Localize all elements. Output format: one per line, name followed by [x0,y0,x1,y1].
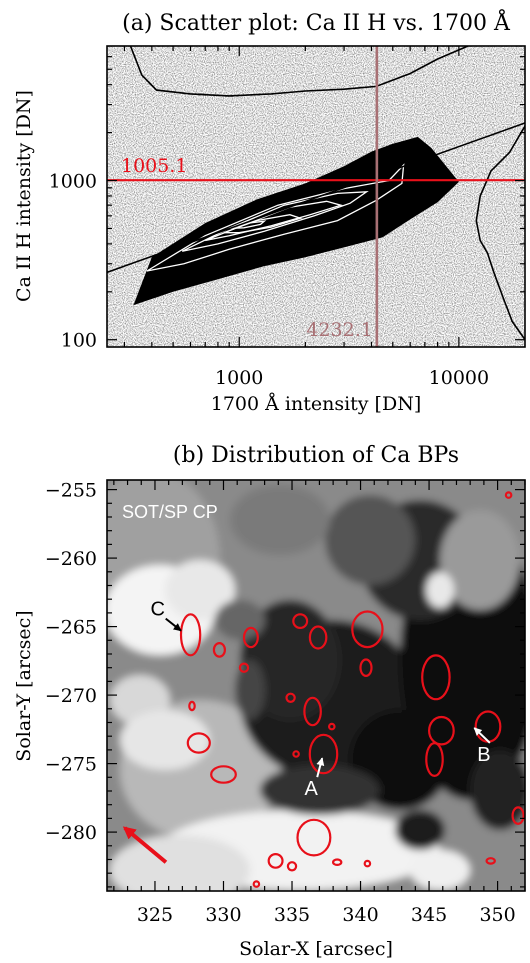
annotation-arrow-b [473,727,491,744]
bright-point-contour [332,858,343,867]
bright-point-contour [425,741,444,777]
scatter-speckle [107,46,525,347]
bright-point-contour [188,700,196,712]
bright-point-contour [511,806,525,825]
map-label: SOT/SP CP [122,502,218,522]
top-histogram [129,46,469,97]
bright-point-contour [308,733,339,775]
density-contours [146,163,405,272]
vertical-threshold-label: 4232.1 [306,319,372,341]
x-tick-label: 345 [411,904,447,926]
bright-point-contour [303,696,322,727]
panel-b-tick-labels: 325 330 335 340 345 350 −255 −260 −265 −270 −275 −2… [45,480,516,926]
bright-point-contour [238,662,250,673]
y-tick-label: −270 [45,685,97,707]
panel-a-y-axis-label: Ca II H intensity [DN] [13,90,35,302]
x-tick-label: 10000 [429,367,489,389]
bright-point-contours [179,491,525,888]
panel-a-ticks [107,46,525,347]
x-tick-label: 335 [274,904,310,926]
contour-level-4 [223,214,303,234]
bright-point-contour [210,765,237,784]
y-tick-label: −280 [45,822,97,844]
bright-point-contour [421,654,451,701]
panel-b-x-axis-label: Solar-X [arcsec] [239,938,393,960]
bright-point-contour [292,613,309,629]
bright-point-contour [351,610,384,649]
bright-point-annotations: A B C [150,599,491,800]
horizontal-threshold-label: 1005.1 [121,155,187,177]
annotation-arrow-c [165,617,182,632]
annotation-label-a: A [305,778,319,800]
bright-point-contour [485,857,496,865]
magnetogram-image [107,480,525,891]
panel-b-frame [106,479,526,892]
annotation-label-b: B [477,744,490,766]
bright-point-contour [504,491,513,499]
x-tick-label: 350 [479,904,515,926]
panel-a-plot-area [107,46,525,347]
y-tick-label: −265 [45,617,97,639]
panel-b-map: (b) Distribution of Ca BPs [13,443,526,960]
panel-a-title: (a) Scatter plot: Ca II H vs. 1700 Å [122,8,511,36]
bright-point-contour [327,722,336,731]
panel-b-plot-area: A B C [107,480,525,891]
x-tick-label: 340 [342,904,378,926]
right-histogram [475,125,525,341]
panel-a-x-axis-label: 1700 Å intensity [DN] [211,393,422,415]
bright-point-contour [296,818,332,857]
contour-level-5 [229,220,267,230]
bright-point-contour [267,853,284,869]
bright-point-contour [428,715,455,746]
x-tick-label: 1000 [215,367,263,389]
y-tick-label: −275 [45,754,97,776]
bright-point-contour [359,658,373,677]
bright-point-contour [186,732,211,754]
bright-point-contour [179,613,202,657]
bright-point-contour [363,859,372,868]
bright-point-contour [252,880,261,888]
contour-level-1 [146,163,405,272]
panel-b-y-axis-label: Solar-Y [arcsec] [13,610,35,761]
bright-point-contour [212,642,226,658]
fit-line [107,122,525,274]
bright-point-contour [242,626,259,649]
bright-point-contour [292,750,300,758]
bright-point-contour [285,692,296,704]
direction-arrow [122,826,168,864]
annotation-arrow-a [316,757,325,778]
y-tick-label: 100 [61,330,97,352]
panel-b-title: (b) Distribution of Ca BPs [173,443,459,468]
y-tick-label: −255 [45,480,97,502]
panel-a-scatter: (a) Scatter plot: Ca II H vs. 1700 Å 100… [13,8,526,415]
x-tick-label: 325 [137,904,173,926]
x-tick-label: 330 [205,904,241,926]
annotation-label-c: C [150,599,164,621]
bright-point-contour [286,861,298,872]
panel-b-ticks [107,480,526,891]
bright-point-contour [308,625,328,650]
y-tick-label: −260 [45,548,97,570]
contour-level-2 [181,191,369,252]
y-tick-label: 1000 [49,171,97,193]
